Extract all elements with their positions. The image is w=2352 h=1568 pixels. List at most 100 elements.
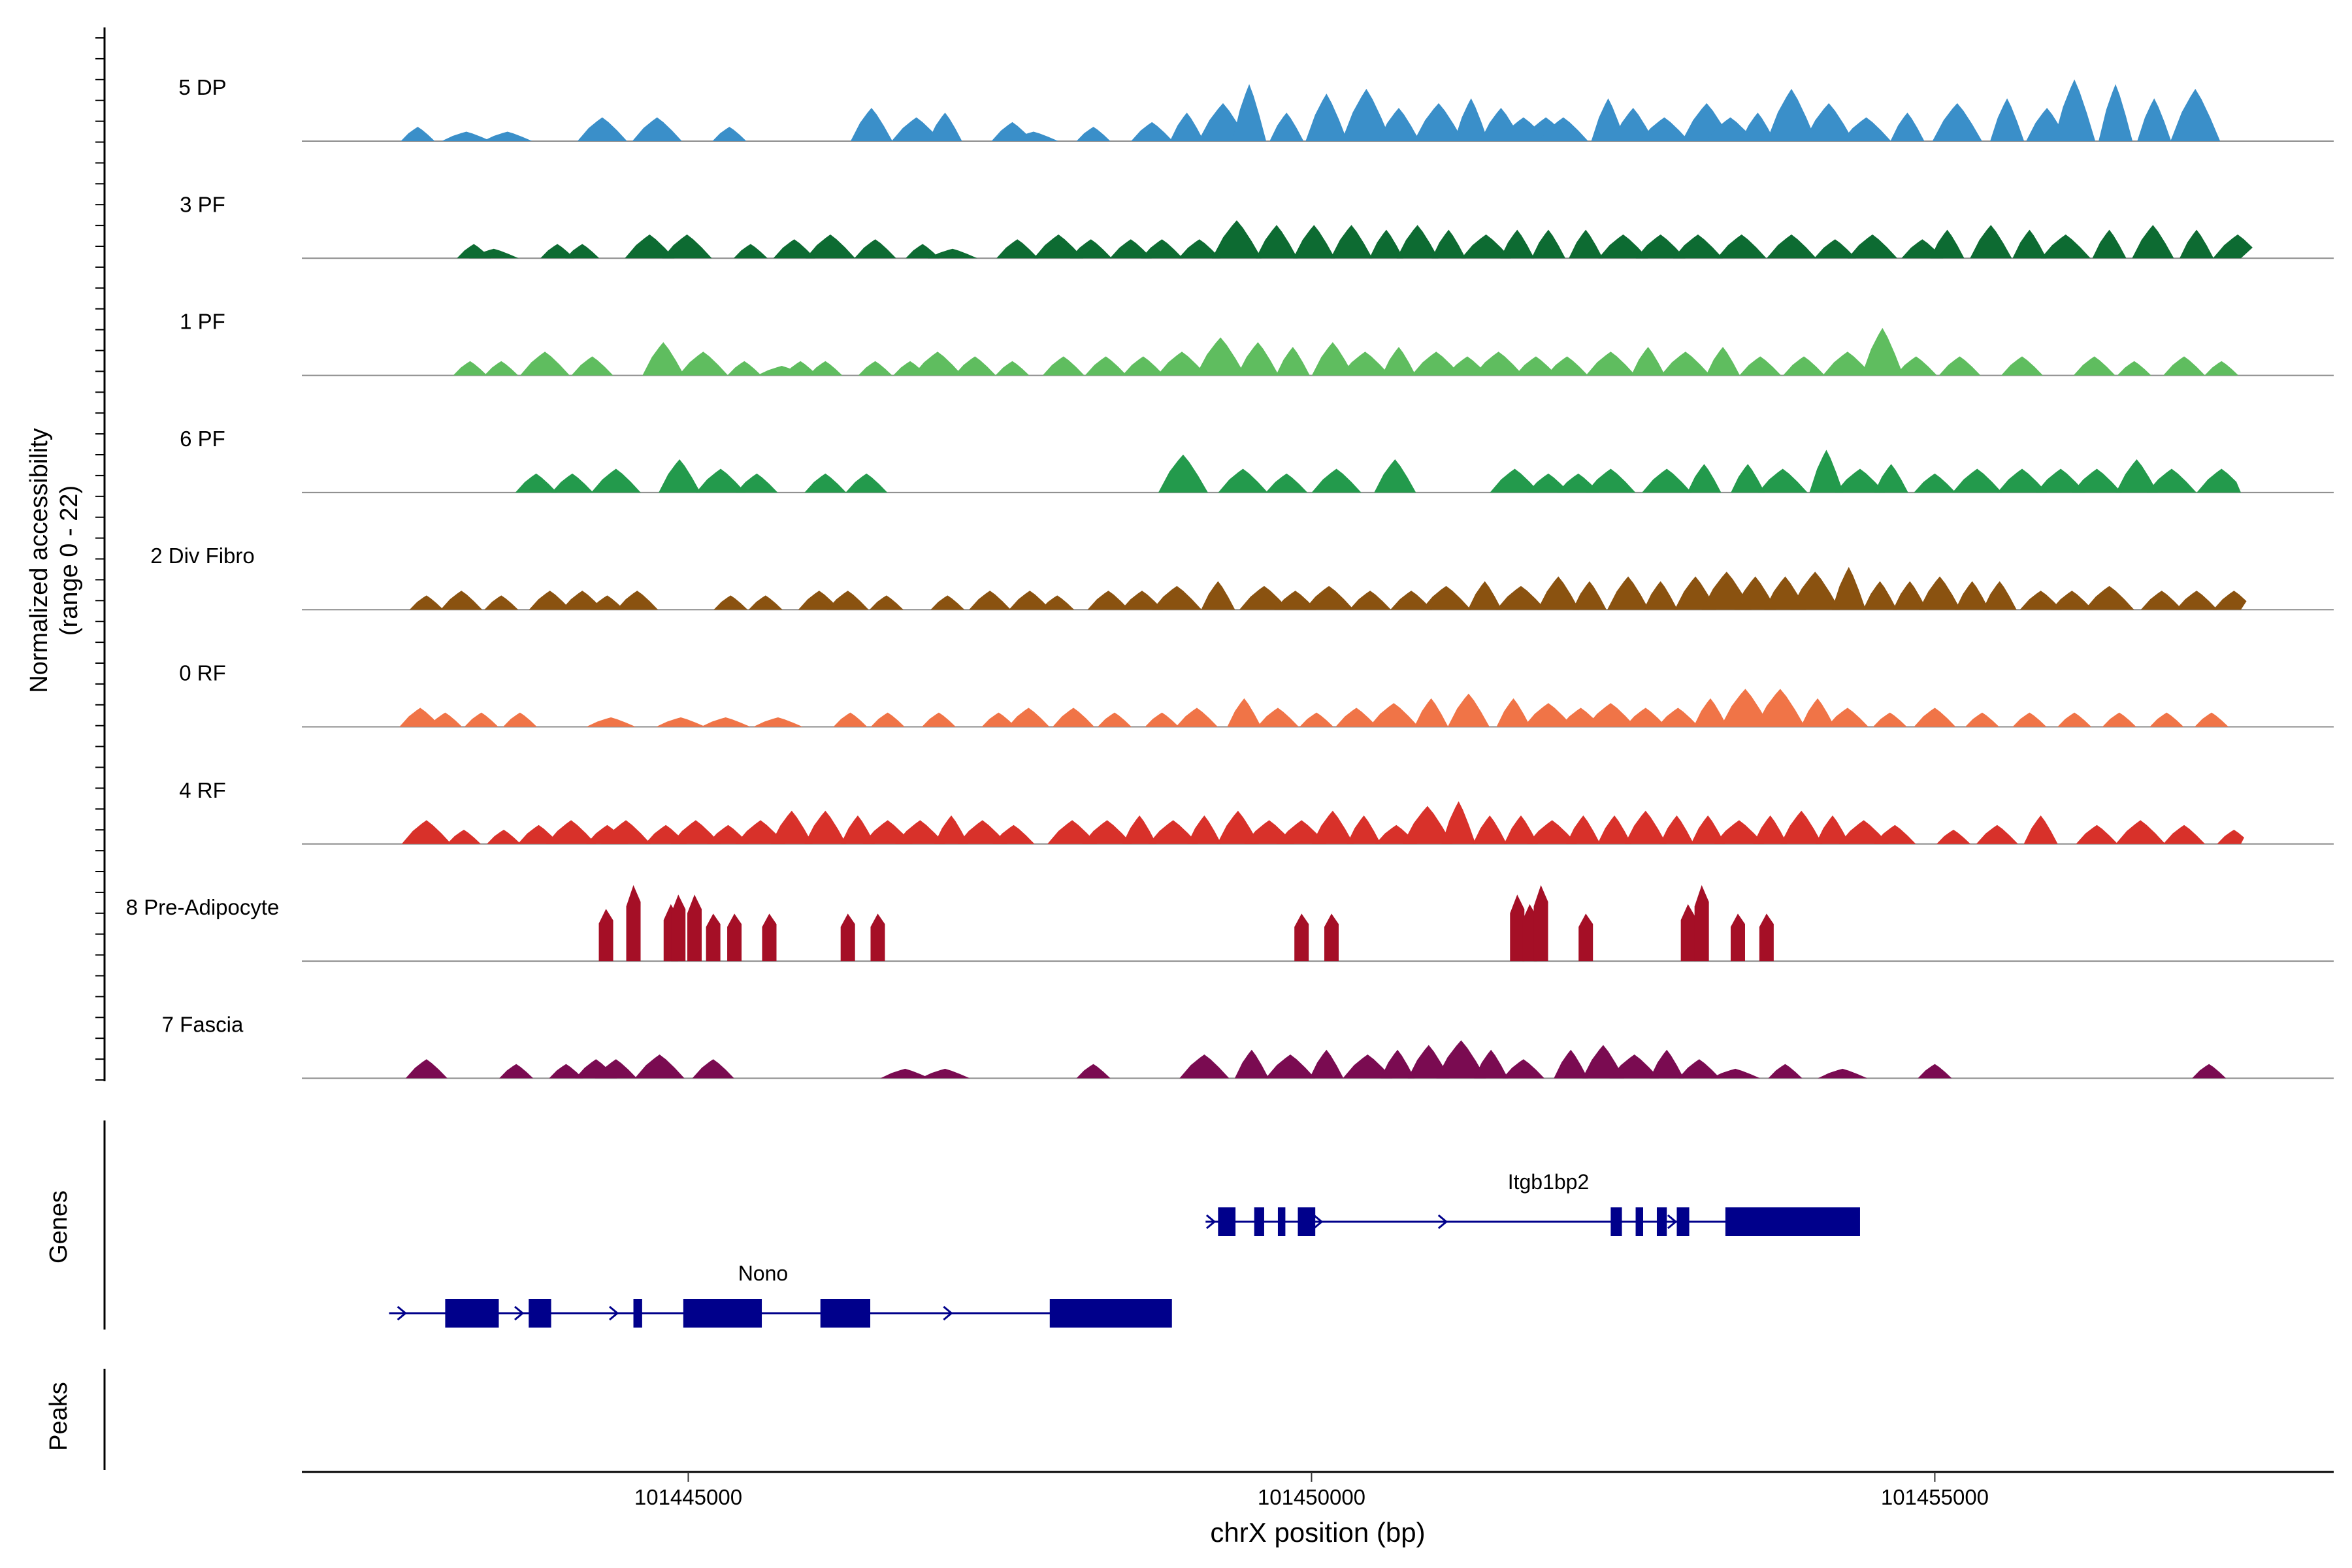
coverage-peak — [783, 361, 818, 376]
coverage-peak — [2001, 356, 2044, 376]
gene-exon — [1254, 1207, 1264, 1236]
track-5: 0 RF — [179, 661, 2334, 728]
coverage-peak — [1232, 84, 1267, 141]
coverage-peak — [869, 595, 904, 610]
coverage-peak — [1340, 351, 1390, 376]
coverage-peak — [1914, 708, 1956, 727]
track-label: 7 Fascia — [162, 1012, 244, 1036]
coverage-peak — [687, 894, 702, 962]
gene-exon — [1277, 1207, 1286, 1236]
coverage-peak — [2176, 591, 2218, 610]
coverage-peak — [870, 712, 905, 727]
gene-exon — [820, 1299, 871, 1328]
coverage-peak — [2204, 361, 2239, 376]
coverage-peak — [1643, 581, 1678, 610]
coverage-peak — [1053, 708, 1095, 727]
coverage-peak — [2092, 229, 2127, 259]
coverage-peak — [1757, 468, 1808, 493]
coverage-peak — [2076, 825, 2118, 844]
coverage-peak — [733, 244, 768, 259]
coverage-peak — [2040, 234, 2091, 259]
coverage-peak — [1527, 473, 1569, 493]
coverage-peak — [1997, 468, 2048, 493]
gene-exon — [683, 1299, 762, 1328]
coverage-peak — [453, 361, 487, 376]
coverage-peak — [1070, 239, 1112, 259]
coverage-peak — [1076, 127, 1111, 141]
coverage-peak — [1680, 904, 1695, 962]
coverage-peak — [1076, 1064, 1111, 1079]
coverage-peak — [1635, 234, 1686, 259]
track-label: 6 PF — [180, 427, 225, 451]
track-label: 5 DP — [178, 75, 226, 99]
coverage-peak — [854, 239, 896, 259]
coverage-peak — [1936, 829, 1971, 844]
coverage-peak — [1411, 351, 1462, 376]
coverage-peak — [1841, 117, 1891, 141]
coverage-peak — [1755, 689, 1805, 727]
coverage-peak — [409, 595, 444, 610]
coverage-peak — [1414, 698, 1448, 727]
coverage-peak — [1893, 581, 1927, 610]
coverage-peak — [2012, 229, 2047, 259]
coverage-peak — [1657, 708, 1699, 727]
coverage-peak — [1895, 356, 1937, 376]
gene-models: Itgb1bp2 Nono — [389, 1170, 1860, 1328]
coverage-peak — [1809, 449, 1844, 493]
coverage-peak — [1277, 820, 1327, 844]
coverage-peak — [1586, 351, 1636, 376]
coverage-peak — [1801, 698, 1835, 727]
x-axis-label: chrX position (bp) — [1210, 1517, 1425, 1548]
coverage-peak — [2115, 820, 2166, 844]
coverage-peak — [678, 351, 728, 376]
coverage-peak — [957, 820, 1007, 844]
coverage-peak — [440, 591, 483, 610]
peaks-panel-label: Peaks — [45, 1382, 73, 1451]
coverage-peak — [1187, 815, 1222, 844]
coverage-peak — [1768, 1064, 1803, 1079]
coverage-peak — [1826, 708, 1869, 727]
coverage-peak — [1759, 913, 1774, 962]
coverage-peak — [656, 717, 706, 727]
coverage-peak — [1527, 820, 1577, 844]
coverage-peak — [482, 131, 532, 141]
coverage-peak — [1085, 356, 1127, 376]
coverage-peak — [1266, 473, 1308, 493]
coverage-peak — [2149, 712, 2184, 727]
coverage-peak — [713, 595, 748, 610]
coverage-peak — [1874, 825, 1916, 844]
coverage-peak — [833, 712, 868, 727]
coverage-peak — [1586, 468, 1636, 493]
coverage-peak — [1266, 1054, 1316, 1079]
coverage-peak — [1293, 225, 1335, 259]
coverage-peak — [1890, 112, 1925, 141]
coverage-peak — [1938, 356, 1981, 376]
coverage-peak — [1537, 576, 1580, 610]
coverage-peak — [969, 591, 1011, 610]
coverage-peak — [1538, 117, 1588, 141]
coverage-peak — [1783, 356, 1825, 376]
gene-name-label: Itgb1bp2 — [1508, 1170, 1590, 1194]
coverage-peak — [934, 815, 969, 844]
strand-arrow — [1437, 1214, 1448, 1230]
coverage-peak — [1815, 815, 1850, 844]
coverage-peak — [1378, 108, 1420, 141]
coverage-peak — [1008, 131, 1058, 141]
coverage-peak — [1274, 591, 1316, 610]
coverage-peak — [546, 820, 596, 844]
coverage-peak — [1431, 229, 1466, 259]
coverage-peak — [1369, 703, 1419, 727]
coverage-peak — [707, 825, 749, 844]
coverage-peak — [441, 131, 491, 141]
coverage-peak — [1872, 712, 1907, 727]
coverage-peak — [1217, 810, 1259, 844]
coverage-peak — [920, 1068, 970, 1079]
coverage-peak — [1546, 356, 1588, 376]
coverage-peak — [529, 591, 571, 610]
coverage-peak — [399, 708, 442, 727]
coverage-peak — [992, 825, 1035, 844]
coverage-peak — [1141, 239, 1183, 259]
coverage-peak — [598, 909, 613, 962]
coverage-peak — [981, 712, 1016, 727]
coverage-peak — [626, 885, 641, 962]
